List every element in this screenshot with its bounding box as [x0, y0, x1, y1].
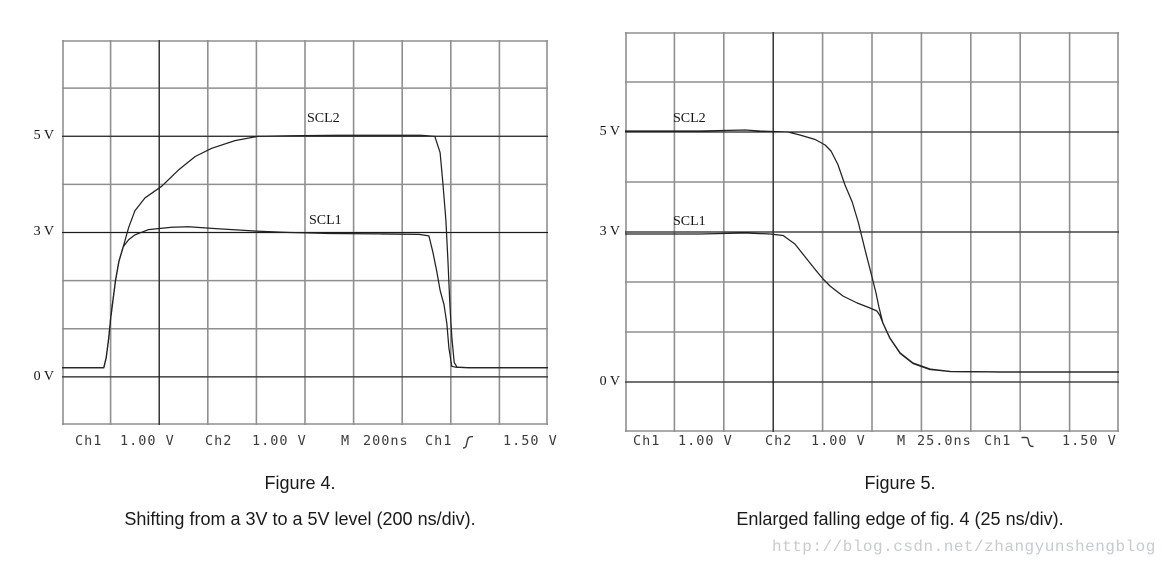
watermark-url-text: http://blog.csdn.net/zhangyunshengblog	[772, 538, 1156, 556]
fig5-trace-label-scl2: SCL2	[673, 111, 706, 126]
fig4-trace-label-scl2: SCL2	[307, 111, 340, 126]
fig5-status-ch1-scale: 1.00 V	[678, 433, 733, 449]
fig4-status-timebase: 200ns	[363, 433, 409, 449]
fig5-status-trig-source: Ch1	[984, 433, 1012, 449]
fig5-status-timebase: 25.0ns	[917, 433, 972, 449]
fig4-ytick-3v: 3 V	[33, 224, 54, 239]
fig4-ytick-0v: 0 V	[33, 369, 54, 384]
fig4-caption-title: Figure 4.	[264, 473, 336, 493]
fig5-ytick-5v: 5 V	[599, 124, 620, 139]
fig4-status-m: M	[341, 433, 351, 449]
fig5-ytick-3v: 3 V	[599, 224, 620, 239]
fig4-caption-subtitle: Shifting from a 3V to a 5V level (200 ns…	[124, 509, 476, 529]
fig5-trace-label-scl1: SCL1	[673, 214, 706, 229]
fig5-status-m: M	[897, 433, 907, 449]
fig5-caption: Figure 5. Enlarged falling edge of fig. …	[650, 473, 1150, 530]
oscilloscope-plot-fig5	[625, 32, 1119, 432]
fig4-caption: Figure 4. Shifting from a 3V to a 5V lev…	[40, 473, 560, 530]
fig5-status-ch1: Ch1	[633, 433, 661, 449]
fig4-status-ch1-scale: 1.00 V	[120, 433, 175, 449]
fig4-status-ch2-scale: 1.00 V	[252, 433, 307, 449]
fig5-caption-title: Figure 5.	[864, 473, 936, 493]
falling-edge-trigger-icon	[1021, 436, 1034, 448]
fig5-status-ch2: Ch2	[765, 433, 793, 449]
fig5-status-ch2-scale: 1.00 V	[811, 433, 866, 449]
waveform-trace-scl1	[625, 232, 1119, 373]
fig5-ytick-0v: 0 V	[599, 374, 620, 389]
fig4-trace-label-scl1: SCL1	[309, 213, 342, 228]
waveform-trace-scl1	[62, 226, 548, 369]
fig4-status-ch1: Ch1	[75, 433, 103, 449]
fig4-status-ch2: Ch2	[205, 433, 233, 449]
fig4-status-trig-source: Ch1	[425, 433, 453, 449]
rising-edge-trigger-icon	[462, 435, 474, 449]
fig4-ytick-5v: 5 V	[33, 128, 54, 143]
oscilloscope-plot-fig4	[62, 40, 548, 425]
fig4-status-trig-level: 1.50 V	[503, 433, 558, 449]
fig5-caption-subtitle: Enlarged falling edge of fig. 4 (25 ns/d…	[736, 509, 1064, 529]
fig5-status-trig-level: 1.50 V	[1062, 433, 1117, 449]
